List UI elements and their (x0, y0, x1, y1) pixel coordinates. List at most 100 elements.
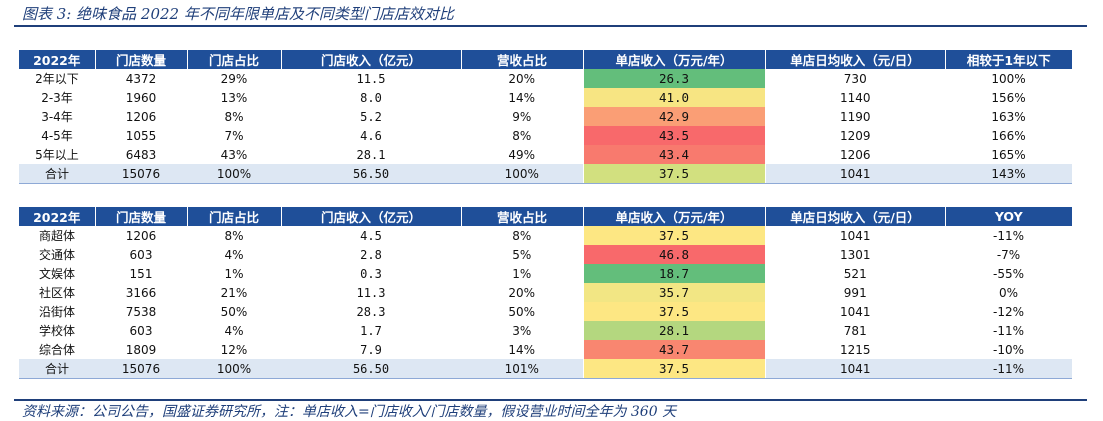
cell-store-share: 7% (224, 128, 244, 143)
col-header-store-count: 门店数量 (94, 50, 187, 69)
cell-store-revenue: 28.3 (356, 304, 386, 319)
figure-title: 图表 3: 绝味食品 2022 年不同年限单店及不同类型门店店效对比 (22, 5, 454, 23)
cell-per-store-revenue: 26.3 (582, 69, 766, 88)
table-header-row: 2022年 门店数量 门店占比 门店收入（亿元） 营收占比 单店收入（万元/年）… (19, 207, 1072, 226)
cell-ratio: 0% (998, 285, 1019, 300)
cell-daily-revenue: 1215 (839, 342, 871, 357)
table-row: 文娱体 151 1% 0.3 1% 18.7 521 -55% (19, 264, 1072, 283)
cell-row-label: 3-4年 (41, 110, 73, 124)
title-rule (14, 25, 1087, 27)
cell-revenue-share: 3% (512, 323, 532, 338)
cell-row-label: 社区体 (38, 286, 75, 300)
cell-store-share: 21% (220, 285, 248, 300)
cell-daily-revenue: 1301 (839, 247, 871, 262)
cell-daily-revenue: 1140 (839, 90, 871, 105)
cell-store-revenue: 56.50 (281, 164, 461, 184)
cell-store-count: 1206 (125, 109, 157, 124)
table-store-age: 2022年 门店数量 门店占比 门店收入（亿元） 营收占比 单店收入（万元/年）… (19, 50, 1072, 184)
cell-revenue-share: 50% (508, 304, 536, 319)
cell-daily-revenue: 1190 (839, 109, 871, 124)
cell-per-store-revenue: 28.1 (582, 321, 766, 340)
cell-ratio: -11% (945, 359, 1072, 379)
col-header-store-revenue: 门店收入（亿元） (280, 50, 461, 69)
cell-ratio: 166% (991, 128, 1026, 143)
cell-per-store-revenue: 43.7 (582, 340, 766, 359)
cell-row-label: 4-5年 (41, 129, 73, 143)
cell-store-revenue: 0.3 (360, 266, 382, 281)
cell-store-count: 6483 (125, 147, 157, 162)
cell-row-label: 交通体 (38, 248, 75, 262)
cell-store-share: 8% (224, 109, 244, 124)
cell-row-label: 学校体 (38, 324, 75, 338)
cell-revenue-share: 1% (512, 266, 532, 281)
col-header-year: 2022年 (19, 207, 95, 226)
col-header-store-revenue: 门店收入（亿元） (280, 207, 461, 226)
table-row: 社区体 3166 21% 11.3 20% 35.7 991 0% (19, 283, 1072, 302)
col-header-per-store-revenue: 单店收入（万元/年） (582, 207, 765, 226)
col-header-revenue-share: 营收占比 (460, 50, 583, 69)
cell-ratio: 143% (945, 164, 1072, 184)
cell-per-store-revenue: 43.5 (582, 126, 766, 145)
cell-ratio: 100% (991, 71, 1026, 86)
cell-revenue-share: 9% (512, 109, 532, 124)
table-store-type: 2022年 门店数量 门店占比 门店收入（亿元） 营收占比 单店收入（万元/年）… (19, 207, 1072, 379)
cell-row-label: 综合体 (38, 343, 75, 357)
source-note: 资料来源：公司公告，国盛证券研究所，注：单店收入=门店收入/门店数量，假设营业时… (22, 404, 677, 420)
table-row: 合计 15076 100% 56.50 100% 37.5 1041 143% (19, 164, 1072, 184)
table-row: 3-4年 1206 8% 5.2 9% 42.9 1190 163% (19, 107, 1072, 126)
cell-daily-revenue: 1206 (839, 147, 871, 162)
cell-per-store-revenue: 41.0 (582, 88, 766, 107)
table-row: 沿街体 7538 50% 28.3 50% 37.5 1041 -12% (19, 302, 1072, 321)
cell-revenue-share: 20% (508, 71, 536, 86)
cell-store-revenue: 4.5 (360, 228, 382, 243)
cell-revenue-share: 100% (461, 164, 583, 184)
cell-store-share: 8% (224, 228, 244, 243)
col-header-store-count: 门店数量 (94, 207, 187, 226)
table-row: 商超体 1206 8% 4.5 8% 37.5 1041 -11% (19, 226, 1072, 245)
cell-store-revenue: 1.7 (360, 323, 382, 338)
col-header-daily-revenue: 单店日均收入（元/日） (764, 50, 945, 69)
cell-store-revenue: 2.8 (360, 247, 382, 262)
table-header-row: 2022年 门店数量 门店占比 门店收入（亿元） 营收占比 单店收入（万元/年）… (19, 50, 1072, 69)
cell-per-store-revenue: 37.5 (582, 164, 766, 184)
cell-ratio: -10% (992, 342, 1024, 357)
cell-store-count: 603 (129, 323, 153, 338)
cell-daily-revenue: 1041 (765, 359, 945, 379)
table-row: 2-3年 1960 13% 8.0 14% 41.0 1140 156% (19, 88, 1072, 107)
cell-revenue-share: 49% (508, 147, 536, 162)
cell-store-revenue: 56.50 (281, 359, 461, 379)
cell-store-count: 15076 (95, 164, 187, 184)
cell-per-store-revenue: 37.5 (582, 302, 766, 321)
cell-row-label: 合计 (19, 359, 95, 379)
cell-revenue-share: 14% (508, 90, 536, 105)
cell-store-share: 1% (224, 266, 244, 281)
cell-revenue-share: 5% (512, 247, 532, 262)
cell-per-store-revenue: 37.5 (582, 226, 766, 245)
cell-daily-revenue: 1209 (839, 128, 871, 143)
cell-store-share: 43% (220, 147, 248, 162)
cell-per-store-revenue: 35.7 (582, 283, 766, 302)
table-row: 4-5年 1055 7% 4.6 8% 43.5 1209 166% (19, 126, 1072, 145)
cell-row-label: 合计 (19, 164, 95, 184)
cell-daily-revenue: 991 (843, 285, 867, 300)
cell-store-share: 13% (220, 90, 248, 105)
cell-store-share: 50% (220, 304, 248, 319)
cell-row-label: 5年以上 (35, 148, 79, 162)
cell-ratio: -11% (992, 228, 1024, 243)
cell-store-revenue: 7.9 (360, 342, 382, 357)
cell-store-count: 1055 (125, 128, 157, 143)
cell-revenue-share: 8% (512, 128, 532, 143)
cell-row-label: 2年以下 (35, 72, 79, 86)
cell-store-share: 12% (220, 342, 248, 357)
cell-ratio: -55% (992, 266, 1024, 281)
cell-ratio: 156% (991, 90, 1026, 105)
cell-per-store-revenue: 43.4 (582, 145, 766, 164)
cell-store-revenue: 4.6 (360, 128, 382, 143)
cell-daily-revenue: 1041 (839, 304, 871, 319)
cell-ratio: -12% (992, 304, 1024, 319)
cell-store-count: 3166 (125, 285, 157, 300)
cell-revenue-share: 20% (508, 285, 536, 300)
cell-store-share: 4% (224, 323, 244, 338)
cell-per-store-revenue: 46.8 (582, 245, 766, 264)
cell-store-revenue: 8.0 (360, 90, 382, 105)
